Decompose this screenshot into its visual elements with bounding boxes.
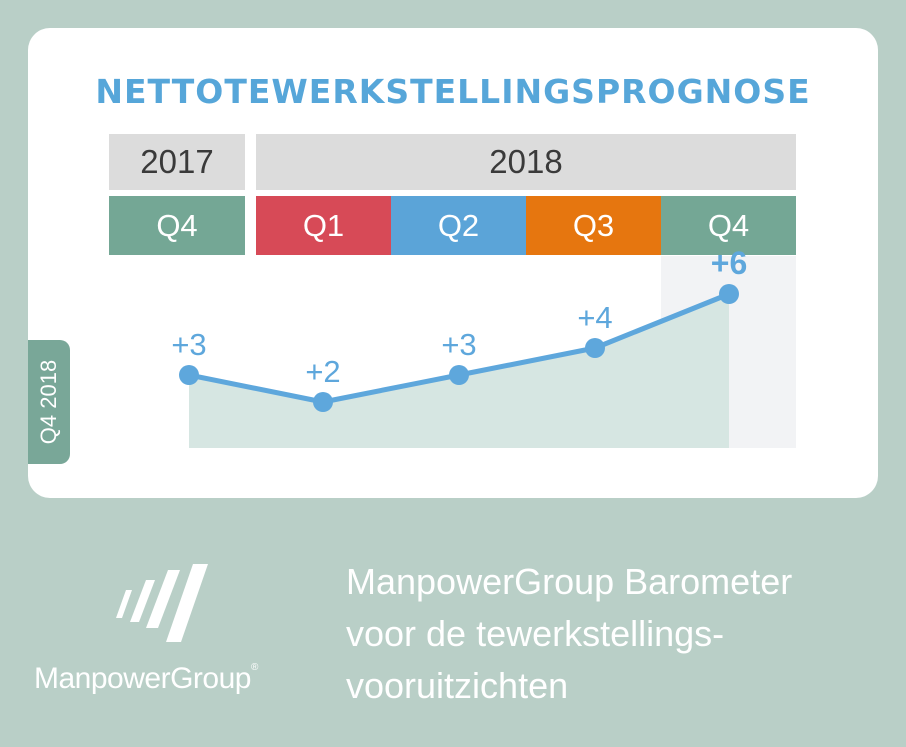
- tagline-line-1: ManpowerGroup Barometer: [346, 561, 793, 602]
- tagline: ManpowerGroup Barometer voor de tewerkst…: [346, 556, 886, 712]
- quarter-cell-2017-q4: Q4: [109, 196, 245, 255]
- tagline-line-3: vooruitzichten: [346, 665, 569, 706]
- registered-mark: ®: [250, 662, 258, 673]
- year-header-2018: 2018: [256, 134, 796, 190]
- logo-name: ManpowerGroup: [34, 662, 251, 695]
- quarter-cell-2018-q2: Q2: [391, 196, 526, 255]
- data-point-q4-4: [719, 284, 739, 304]
- chart-title: NETTOTEWERKSTELLINGSPROGNOSE: [95, 72, 811, 111]
- logo-wordmark: ManpowerGroup®: [34, 662, 258, 696]
- data-label-1: +2: [305, 354, 340, 389]
- data-label-4: +6: [711, 245, 747, 281]
- period-tab-label: Q4 2018: [36, 359, 61, 445]
- data-point-q1-1: [313, 392, 333, 412]
- data-label-2: +3: [441, 327, 476, 362]
- data-point-q4-0: [179, 365, 199, 385]
- data-label-3: +4: [577, 300, 612, 335]
- quarter-cell-2018-q1: Q1: [256, 196, 391, 255]
- manpower-logo-icon: [116, 564, 208, 642]
- data-point-q3-3: [585, 338, 605, 358]
- data-label-0: +3: [171, 327, 206, 362]
- tagline-line-2: voor de tewerkstellings-: [346, 613, 725, 654]
- year-header-2017: 2017: [109, 134, 245, 190]
- quarter-cell-2018-q3: Q3: [526, 196, 661, 255]
- period-tab: Q4 2018: [28, 340, 70, 464]
- quarter-cell-2018-q4: Q4: [661, 196, 796, 255]
- data-point-q2-2: [449, 365, 469, 385]
